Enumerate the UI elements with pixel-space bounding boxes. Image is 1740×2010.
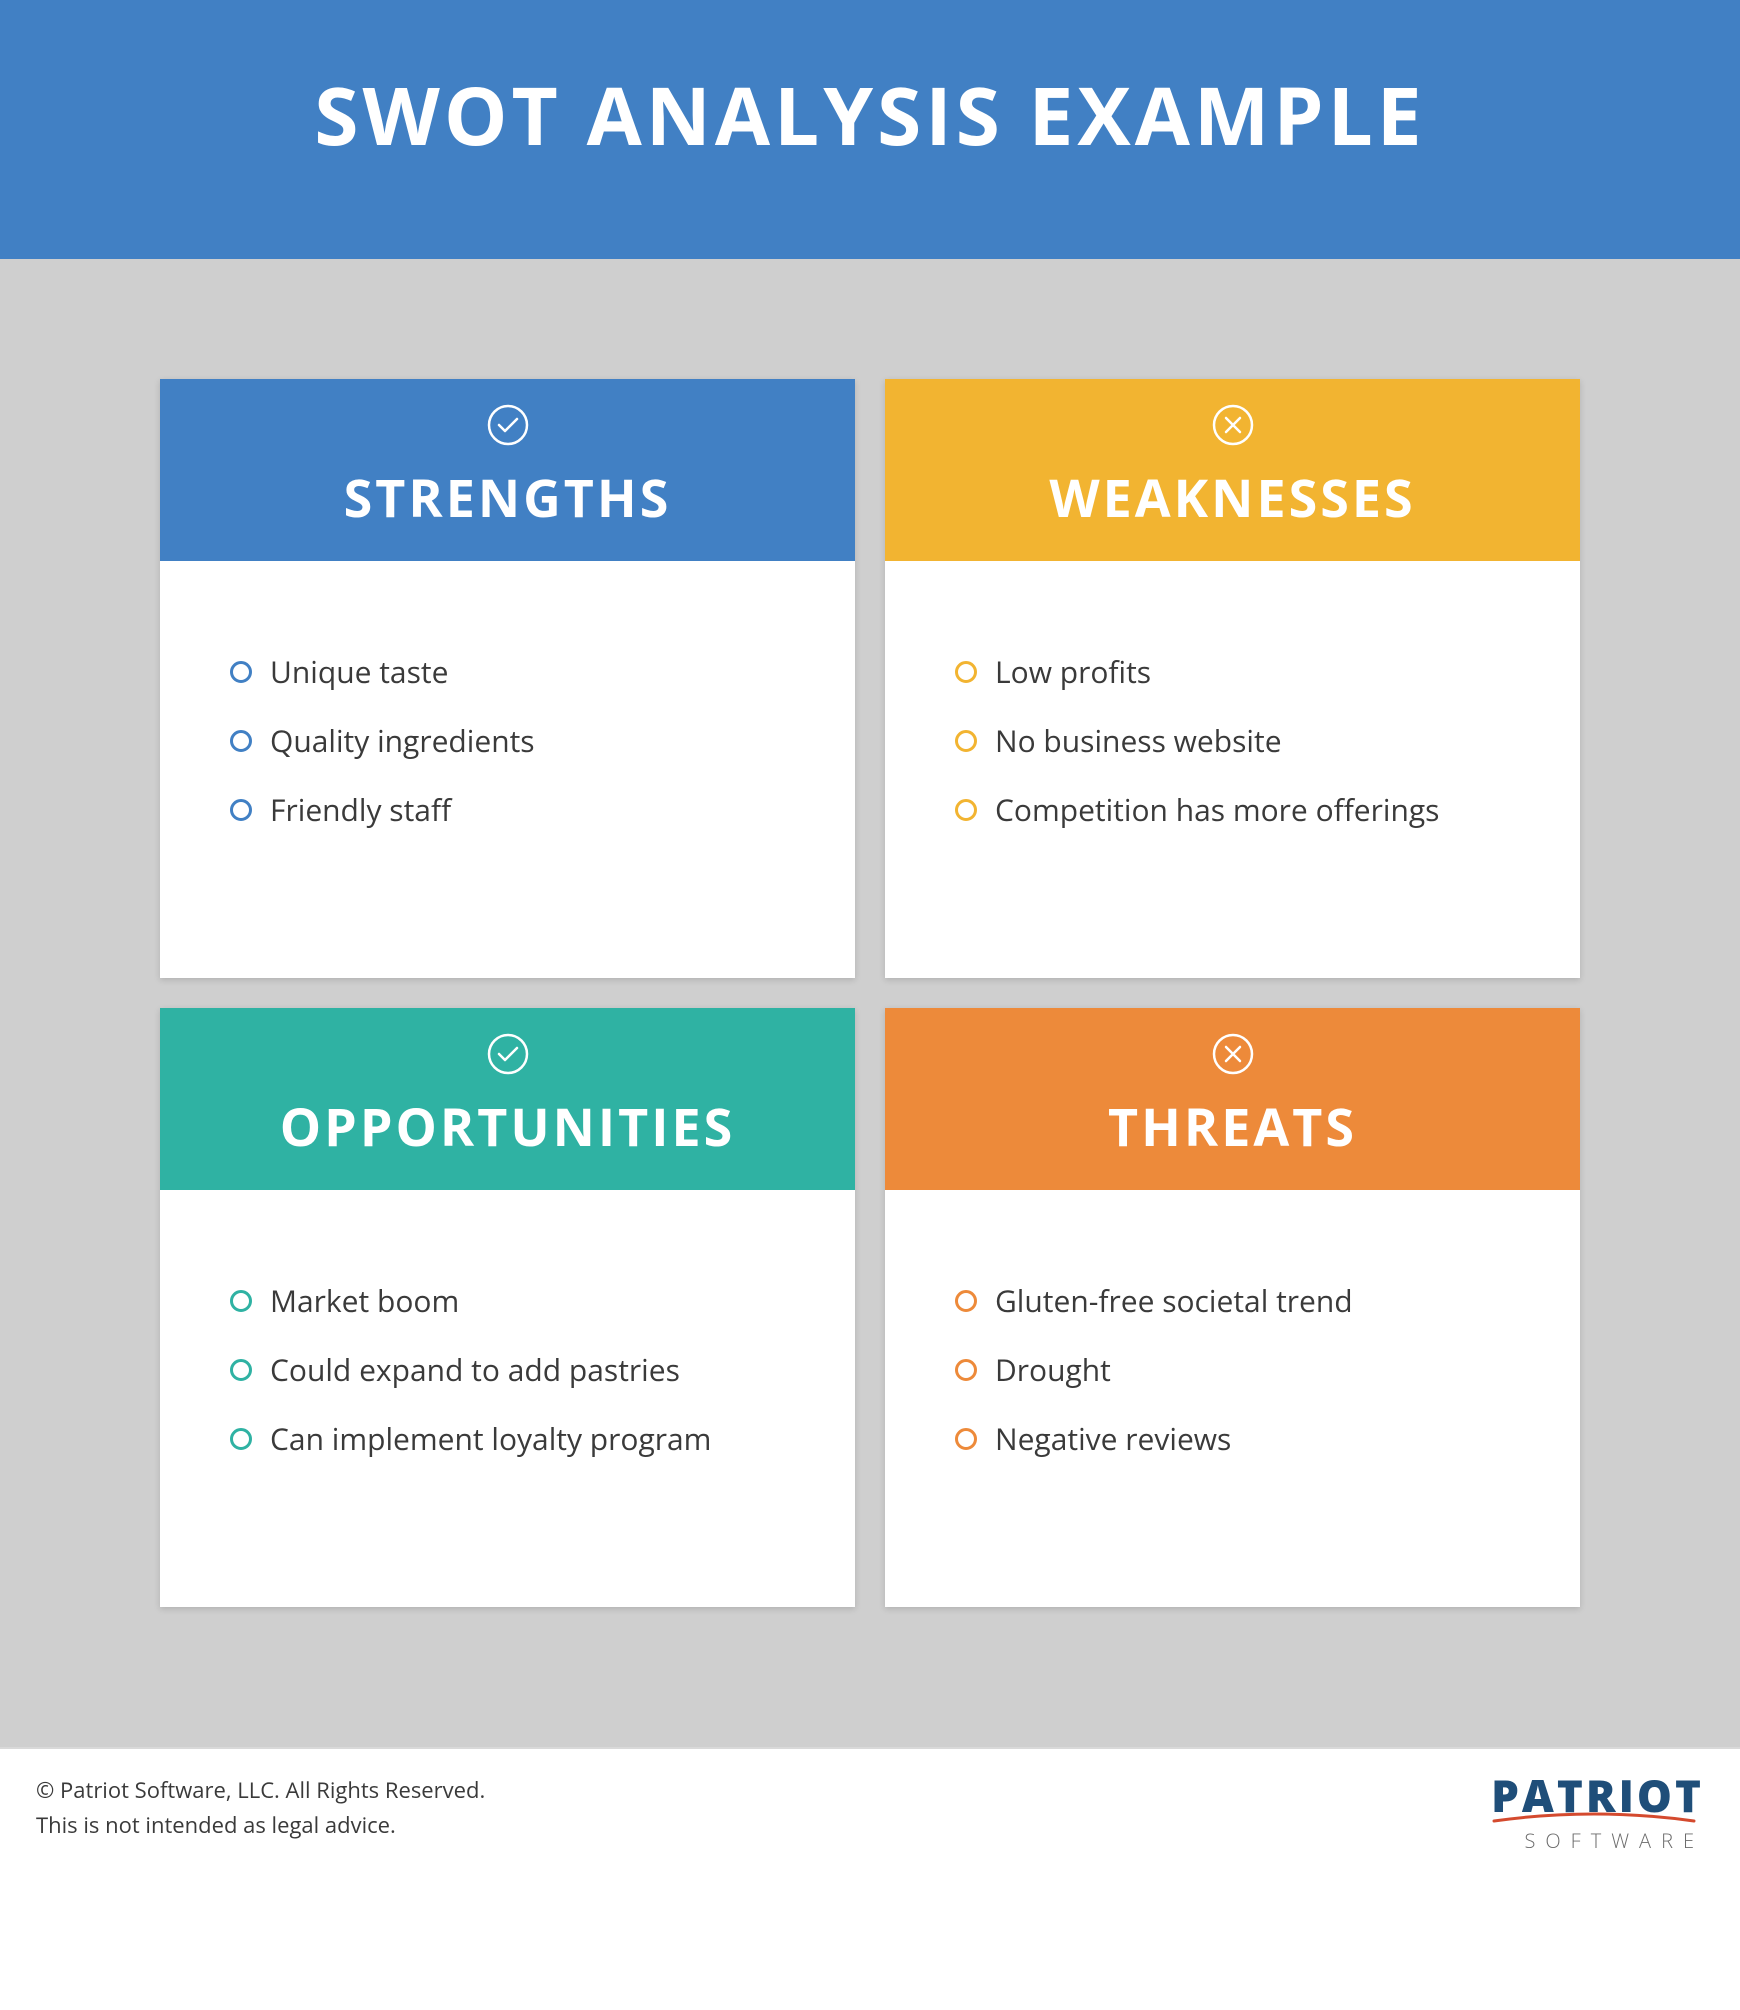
bullet-icon — [955, 799, 977, 821]
card-header-strengths: STRENGTHS — [160, 379, 855, 561]
card-threats: THREATS Gluten-free societal trend Droug… — [885, 1008, 1580, 1607]
list-item: Negative reviews — [955, 1418, 1520, 1459]
bullet-icon — [230, 1290, 252, 1312]
list-item: Could expand to add pastries — [230, 1349, 795, 1390]
cross-icon — [1211, 1032, 1255, 1076]
item-text: Competition has more offerings — [995, 789, 1439, 830]
swot-infographic: SWOT ANALYSIS EXAMPLE STRENGTHS Unique t… — [0, 0, 1740, 1894]
logo-main: PATRIOT — [1484, 1773, 1704, 1817]
card-header-opportunities: OPPORTUNITIES — [160, 1008, 855, 1190]
list-item: Can implement loyalty program — [230, 1418, 795, 1459]
list-item: Low profits — [955, 651, 1520, 692]
item-text: No business website — [995, 720, 1282, 761]
item-text: Could expand to add pastries — [270, 1349, 680, 1390]
card-title: STRENGTHS — [170, 462, 845, 533]
bullet-icon — [955, 730, 977, 752]
bullet-icon — [955, 661, 977, 683]
item-text: Friendly staff — [270, 789, 451, 830]
bullet-icon — [955, 1290, 977, 1312]
list-item: Competition has more offerings — [955, 789, 1520, 830]
copyright: © Patriot Software, LLC. All Rights Rese… — [36, 1773, 485, 1808]
check-icon — [486, 403, 530, 447]
list-item: Gluten-free societal trend — [955, 1280, 1520, 1321]
bullet-icon — [230, 730, 252, 752]
list-item: No business website — [955, 720, 1520, 761]
list-item: Friendly staff — [230, 789, 795, 830]
check-icon — [486, 1032, 530, 1076]
bullet-icon — [955, 1428, 977, 1450]
logo: PATRIOT SOFTWARE — [1484, 1773, 1704, 1854]
swot-grid: STRENGTHS Unique taste Quality ingredien… — [160, 379, 1580, 1607]
item-text: Drought — [995, 1349, 1111, 1390]
card-title: OPPORTUNITIES — [170, 1091, 845, 1162]
card-title: THREATS — [895, 1091, 1570, 1162]
bullet-icon — [230, 1359, 252, 1381]
footer-text: © Patriot Software, LLC. All Rights Rese… — [36, 1773, 485, 1843]
page-title: SWOT ANALYSIS EXAMPLE — [20, 60, 1720, 169]
grid-area: STRENGTHS Unique taste Quality ingredien… — [0, 259, 1740, 1747]
logo-sub: SOFTWARE — [1484, 1827, 1704, 1854]
card-title: WEAKNESSES — [895, 462, 1570, 533]
cross-icon — [1211, 403, 1255, 447]
item-text: Gluten-free societal trend — [995, 1280, 1353, 1321]
item-text: Quality ingredients — [270, 720, 535, 761]
card-body-weaknesses: Low profits No business website Competit… — [885, 561, 1580, 978]
list-item: Market boom — [230, 1280, 795, 1321]
item-text: Negative reviews — [995, 1418, 1231, 1459]
bullet-icon — [955, 1359, 977, 1381]
card-header-weaknesses: WEAKNESSES — [885, 379, 1580, 561]
list-item: Quality ingredients — [230, 720, 795, 761]
footer: © Patriot Software, LLC. All Rights Rese… — [0, 1747, 1740, 1894]
card-body-opportunities: Market boom Could expand to add pastries… — [160, 1190, 855, 1607]
card-body-strengths: Unique taste Quality ingredients Friendl… — [160, 561, 855, 978]
list-item: Drought — [955, 1349, 1520, 1390]
item-text: Low profits — [995, 651, 1151, 692]
bullet-icon — [230, 799, 252, 821]
item-text: Unique taste — [270, 651, 448, 692]
bullet-icon — [230, 661, 252, 683]
card-strengths: STRENGTHS Unique taste Quality ingredien… — [160, 379, 855, 978]
card-weaknesses: WEAKNESSES Low profits No business websi… — [885, 379, 1580, 978]
item-text: Market boom — [270, 1280, 459, 1321]
card-opportunities: OPPORTUNITIES Market boom Could expand t… — [160, 1008, 855, 1607]
item-text: Can implement loyalty program — [270, 1418, 711, 1459]
card-body-threats: Gluten-free societal trend Drought Negat… — [885, 1190, 1580, 1607]
title-bar: SWOT ANALYSIS EXAMPLE — [0, 0, 1740, 259]
card-header-threats: THREATS — [885, 1008, 1580, 1190]
list-item: Unique taste — [230, 651, 795, 692]
disclaimer: This is not intended as legal advice. — [36, 1808, 485, 1843]
bullet-icon — [230, 1428, 252, 1450]
